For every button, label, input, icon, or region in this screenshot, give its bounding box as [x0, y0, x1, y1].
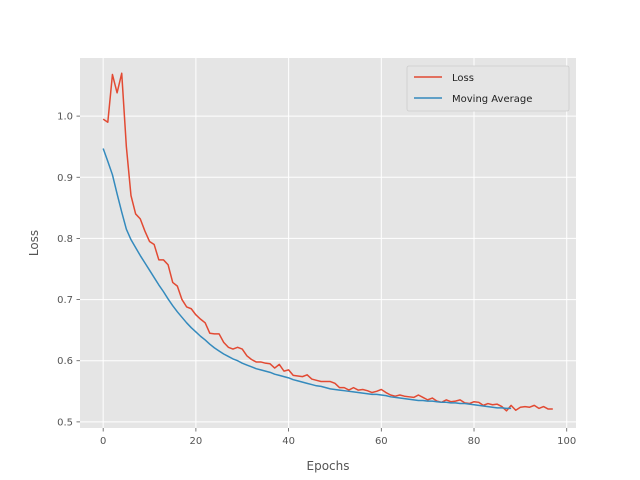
legend-box: [406, 65, 570, 112]
series-layer: [102, 72, 553, 412]
y-tick-label: 0.7: [57, 295, 73, 306]
y-tick-label: 1.0: [57, 112, 73, 123]
y-tick-label: 0.5: [57, 417, 73, 428]
series-line-moving-average: [102, 148, 512, 410]
y-tick-label: 0.6: [57, 356, 73, 367]
x-tick-label: 20: [190, 436, 203, 447]
y-tick-label: 0.9: [57, 173, 73, 184]
x-tick-label: 40: [282, 436, 295, 447]
grid: [80, 58, 576, 428]
x-tick-label: 80: [468, 436, 481, 447]
legend-label: Loss: [452, 73, 474, 84]
y-axis-label: Loss: [27, 230, 41, 256]
x-tick-label: 0: [100, 436, 106, 447]
legend: Loss Moving Average: [406, 65, 570, 112]
y-tick-label: 0.8: [57, 234, 73, 245]
x-tick-label: 100: [557, 436, 576, 447]
legend-label: Moving Average: [452, 94, 532, 105]
plot-area: [80, 58, 576, 428]
series-line-loss: [102, 72, 553, 412]
x-tick-label: 60: [375, 436, 388, 447]
ticks: 0 20 40 60 80 100 0.5 0.6 0.7 0.8 0.9 1.0: [57, 112, 576, 447]
x-axis-label: Epochs: [307, 459, 350, 473]
